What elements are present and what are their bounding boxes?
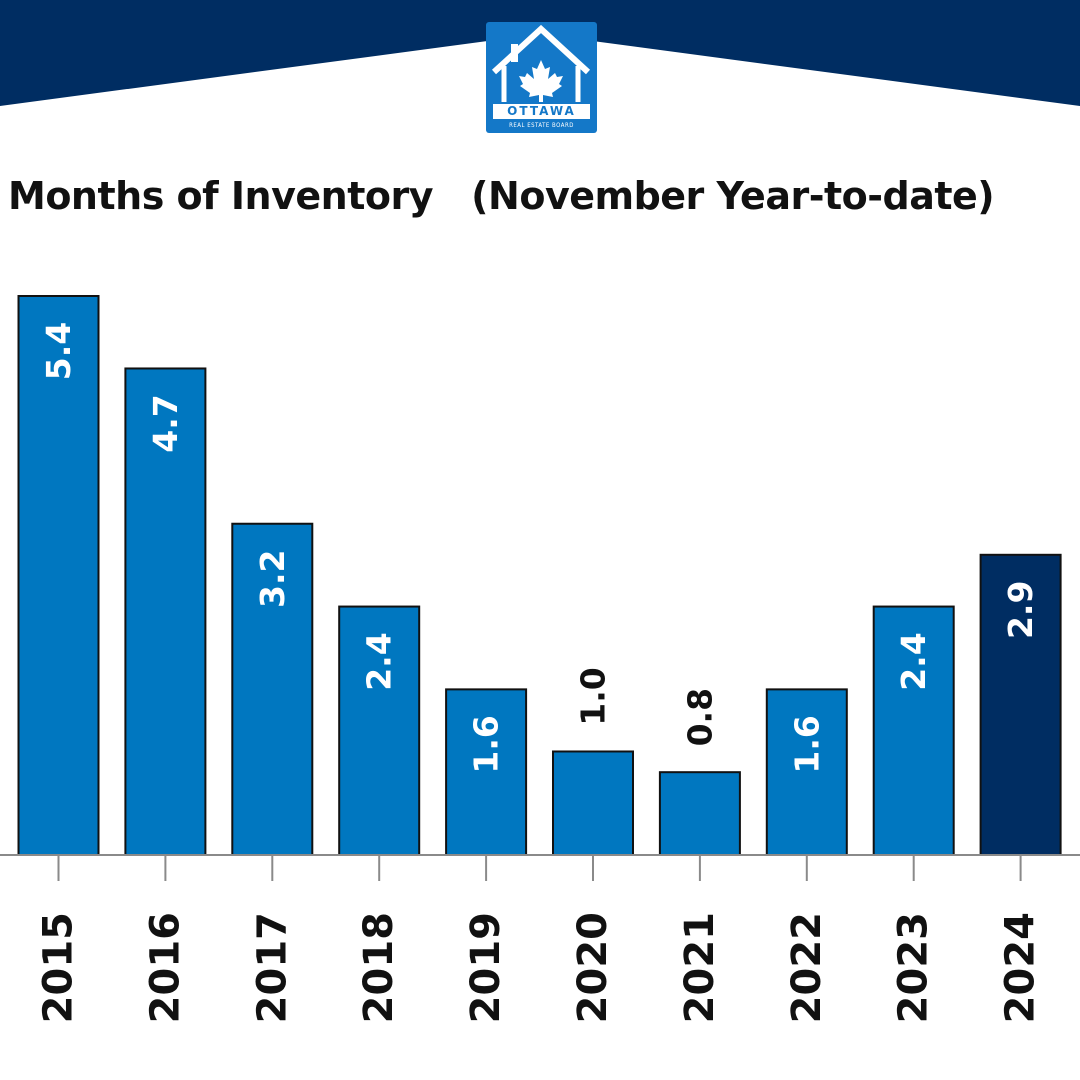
house-icon <box>491 24 591 102</box>
banner-shape <box>0 0 1080 106</box>
value-label-2023: 2.4 <box>894 632 933 690</box>
value-label-2022: 1.6 <box>787 715 826 773</box>
value-label-2020: 1.0 <box>574 667 613 725</box>
value-label-2015: 5.4 <box>39 322 78 380</box>
logo-name: OTTAWA <box>493 104 590 119</box>
bar-2022 <box>765 688 848 856</box>
x-tick-label-2022: 2022 <box>784 912 830 1023</box>
maple-leaf-icon <box>519 60 563 102</box>
ottawa-real-estate-board-logo: OTTAWA REAL ESTATE BOARD <box>486 22 597 133</box>
bar-2020 <box>552 750 634 857</box>
x-tick-label-2024: 2024 <box>998 912 1044 1023</box>
chart-title: Months of Inventory (November Year-to-da… <box>8 174 995 218</box>
bar-2021 <box>658 771 741 856</box>
value-label-2017: 3.2 <box>253 550 292 608</box>
x-tick-label-2018: 2018 <box>356 912 402 1023</box>
x-tick-label-2017: 2017 <box>249 912 295 1023</box>
x-tick-label-2023: 2023 <box>891 912 937 1023</box>
value-label-2019: 1.6 <box>467 715 506 773</box>
header-banner <box>0 0 1080 106</box>
logo-subtitle: REAL ESTATE BOARD <box>509 122 574 129</box>
x-tick-label-2021: 2021 <box>677 912 723 1023</box>
value-label-2021: 0.8 <box>680 688 719 746</box>
value-label-2024: 2.9 <box>1001 581 1040 639</box>
bar-2015 <box>17 295 100 856</box>
x-tick-label-2019: 2019 <box>463 912 509 1023</box>
x-tick-label-2016: 2016 <box>142 912 188 1023</box>
value-label-2016: 4.7 <box>146 394 185 452</box>
x-tick-label-2015: 2015 <box>36 912 82 1023</box>
value-label-2018: 2.4 <box>360 632 399 690</box>
x-tick-label-2020: 2020 <box>570 912 616 1023</box>
bar-2016 <box>124 367 207 856</box>
bar-2017 <box>231 522 314 856</box>
